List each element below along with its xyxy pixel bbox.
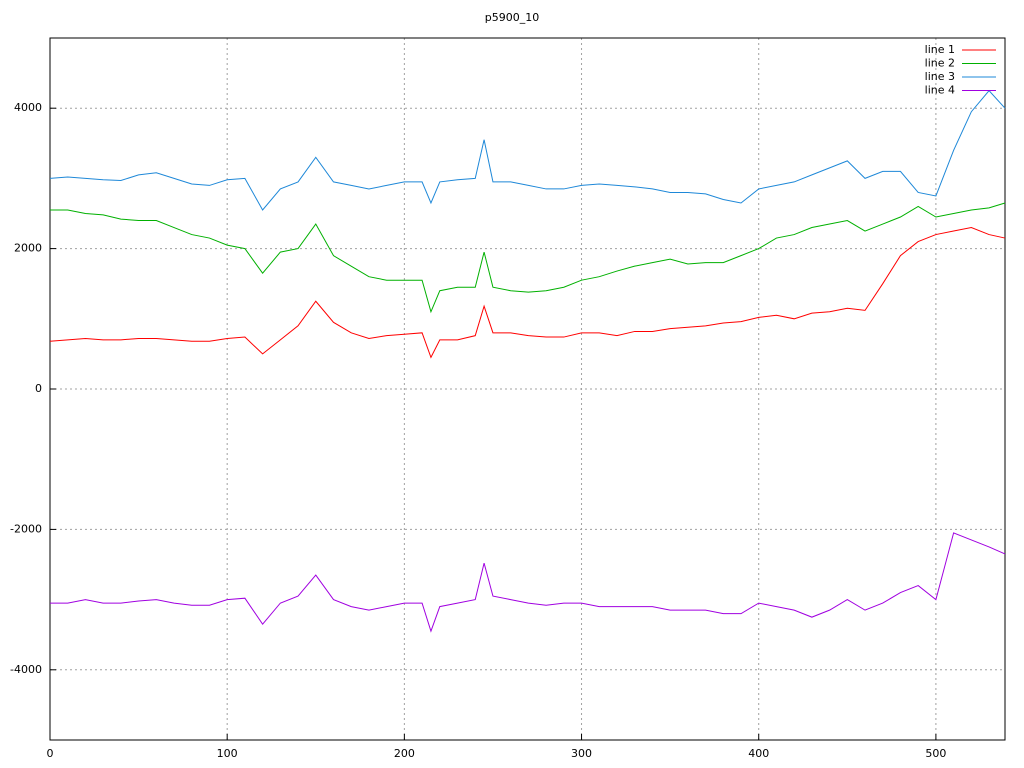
chart-title: p5900_10: [485, 11, 539, 24]
x-tick-label: 400: [748, 747, 769, 760]
y-tick-label: 2000: [14, 242, 42, 255]
y-tick-label: -2000: [10, 522, 42, 535]
legend-label: line 3: [925, 70, 955, 83]
legend-label: line 4: [925, 84, 955, 97]
legend-label: line 1: [925, 43, 955, 56]
plot-frame: [49, 37, 1006, 741]
legend-label: line 2: [925, 57, 955, 70]
series-line: [49, 227, 1006, 359]
y-tick-label: -4000: [10, 663, 42, 676]
x-tick-label: 500: [925, 747, 946, 760]
series-line: [50, 202, 1006, 314]
x-tick-label: 200: [394, 747, 415, 760]
x-tick-label: 0: [47, 747, 54, 760]
x-tick-label: 100: [217, 747, 238, 760]
y-tick-label: 0: [35, 382, 42, 395]
series-line: [50, 532, 1006, 633]
y-tick-label: 4000: [14, 101, 42, 114]
series-line: [49, 89, 1006, 211]
x-tick-label: 300: [571, 747, 592, 760]
